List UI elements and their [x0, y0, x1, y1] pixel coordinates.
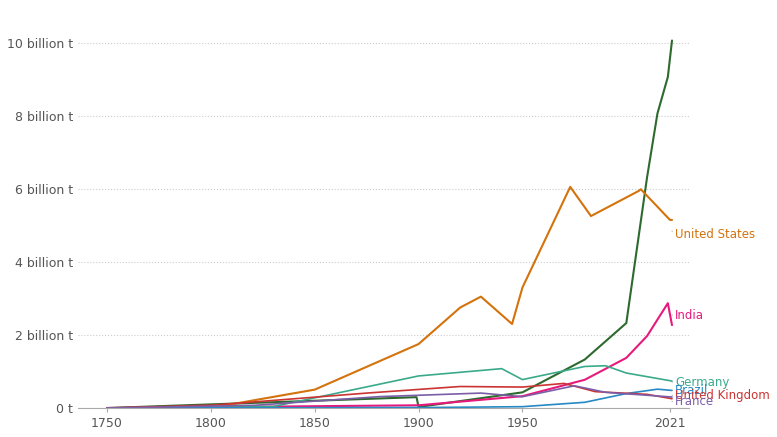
Text: France: France [672, 395, 714, 408]
Text: United Kingdom: United Kingdom [672, 389, 770, 402]
Text: United States: United States [672, 229, 755, 241]
Text: Brazil: Brazil [672, 384, 709, 397]
Text: India: India [672, 309, 704, 322]
Text: Germany: Germany [672, 376, 730, 388]
